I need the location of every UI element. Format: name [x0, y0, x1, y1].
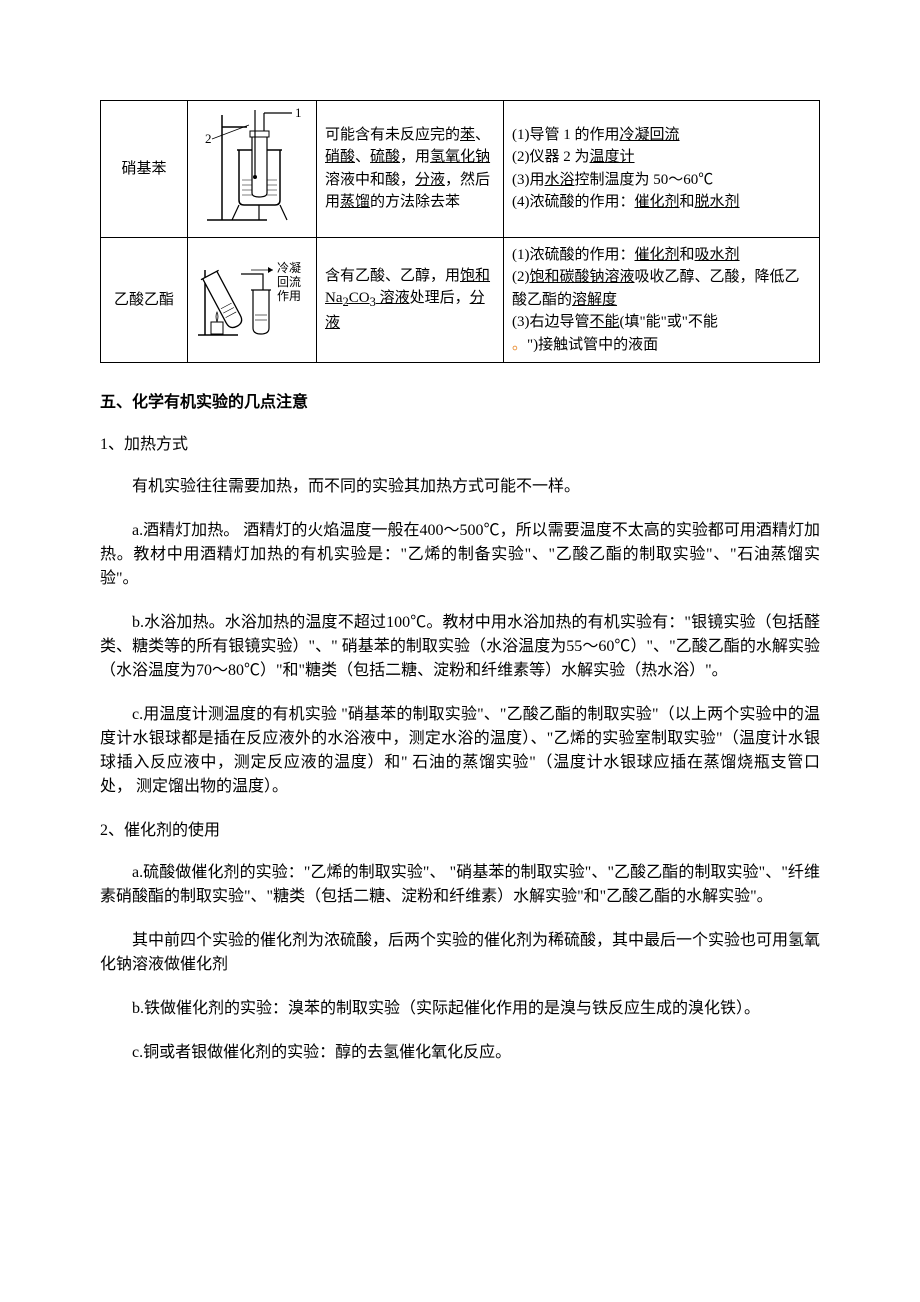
paragraph: c.用温度计测温度的有机实验 "硝基苯的制取实验"、"乙酸乙酯的制取实验"（以上… [100, 703, 820, 799]
underlined: 饱和碳酸钠溶液 [530, 269, 635, 285]
row-name: 乙酸乙酯 [114, 292, 174, 308]
underlined: 氢氧化钠 [430, 149, 490, 165]
underlined: 催化剂 [635, 194, 680, 210]
text: (3)右边导管 [512, 314, 590, 330]
cell-diagram: 冷凝 回流 作用 [188, 237, 317, 363]
text: (1)导管 1 的作用 [512, 127, 620, 143]
underlined: 硝酸 [325, 149, 355, 165]
cell-name: 乙酸乙酯 [101, 237, 188, 363]
text: (4)浓硫酸的作用： [512, 194, 635, 210]
text: 含有乙酸、乙醇，用 [325, 268, 460, 284]
paragraph: a.硫酸做催化剂的实验："乙烯的制取实验"、 "硝基苯的制取实验"、"乙酸乙酯的… [100, 861, 820, 909]
underlined: 溶解度 [572, 292, 617, 308]
subsection-2-heading: 2、催化剂的使用 [100, 819, 820, 843]
text: (1)浓硫酸的作用： [512, 247, 635, 263]
underlined: 脱水剂 [695, 194, 740, 210]
row-name: 硝基苯 [121, 161, 166, 177]
text: 控制温度为 50～60℃ [575, 172, 714, 188]
apparatus-diagram-2: 冷凝 回流 作用 [193, 250, 311, 342]
text: (2) [512, 269, 530, 285]
table-row: 乙酸乙酯 [101, 237, 820, 363]
underlined: 水浴 [545, 172, 575, 188]
subsection-1-heading: 1、加热方式 [100, 433, 820, 457]
text: ")接触试管中的液面 [527, 337, 658, 353]
orange-dot: 。 [512, 337, 527, 353]
underlined: 吸水剂 [695, 247, 740, 263]
section-5-heading: 五、化学有机实验的几点注意 [100, 391, 820, 415]
underlined: 蒸馏 [340, 194, 370, 210]
diagram-label: 回流 [277, 275, 301, 289]
text: 溶液 [376, 290, 410, 306]
cell-procedure: 可能含有未反应完的苯、硝酸、硫酸，用氢氧化钠溶液中和酸，分液，然后用蒸馏的方法除… [317, 101, 504, 238]
apparatus-diagram-1: 2 1 [197, 105, 307, 225]
underlined: 不能 [590, 314, 620, 330]
text: 、 [475, 127, 490, 143]
text: (3)用 [512, 172, 545, 188]
text: 处理后， [410, 290, 470, 306]
underlined: 苯 [460, 127, 475, 143]
text: 和 [680, 247, 695, 263]
underlined: 冷凝回流 [620, 127, 680, 143]
text: 溶液中和酸， [325, 172, 415, 188]
cell-procedure: 含有乙酸、乙醇，用饱和 Na2CO3 溶液处理后，分液 [317, 237, 504, 363]
text: ，用 [400, 149, 430, 165]
paragraph: 其中前四个实验的催化剂为浓硫酸，后两个实验的催化剂为稀硫酸，其中最后一个实验也可… [100, 929, 820, 977]
text: 和 [680, 194, 695, 210]
experiment-table: 硝基苯 [100, 100, 820, 363]
cell-name: 硝基苯 [101, 101, 188, 238]
underlined: 硫酸 [370, 149, 400, 165]
paragraph: c.铜或者银做催化剂的实验：醇的去氢催化氧化反应。 [100, 1041, 820, 1065]
cell-notes: (1)导管 1 的作用冷凝回流 (2)仪器 2 为温度计 (3)用水浴控制温度为… [504, 101, 820, 238]
underlined: 温度计 [590, 149, 635, 165]
table-row: 硝基苯 [101, 101, 820, 238]
text: (2)仪器 2 为 [512, 149, 590, 165]
document-page: 硝基苯 [0, 0, 920, 1145]
underlined: 催化剂 [635, 247, 680, 263]
paragraph: b.铁做催化剂的实验：溴苯的制取实验（实际起催化作用的是溴与铁反应生成的溴化铁）… [100, 997, 820, 1021]
text: 可能含有未反应完的 [325, 127, 460, 143]
paragraph: b.水浴加热。水浴加热的温度不超过100℃。教材中用水浴加热的有机实验有："银镜… [100, 611, 820, 683]
text: CO [349, 290, 370, 306]
diagram-label-1: 1 [295, 105, 302, 120]
diagram-label-2: 2 [205, 131, 212, 146]
text: (填"能"或"不能 [620, 314, 718, 330]
diagram-label: 作用 [277, 289, 301, 303]
diagram-label: 冷凝 [277, 260, 301, 275]
underlined: 分液 [415, 172, 445, 188]
text: 、 [355, 149, 370, 165]
cell-notes: (1)浓硫酸的作用：催化剂和吸水剂 (2)饱和碳酸钠溶液吸收乙醇、乙酸，降低乙酸… [504, 237, 820, 363]
paragraph: 有机实验往往需要加热，而不同的实验其加热方式可能不一样。 [100, 475, 820, 499]
cell-diagram: 2 1 [188, 101, 317, 238]
paragraph: a.酒精灯加热。 酒精灯的火焰温度一般在400～500℃，所以需要温度不太高的实… [100, 519, 820, 591]
text: 的方法除去苯 [370, 194, 460, 210]
